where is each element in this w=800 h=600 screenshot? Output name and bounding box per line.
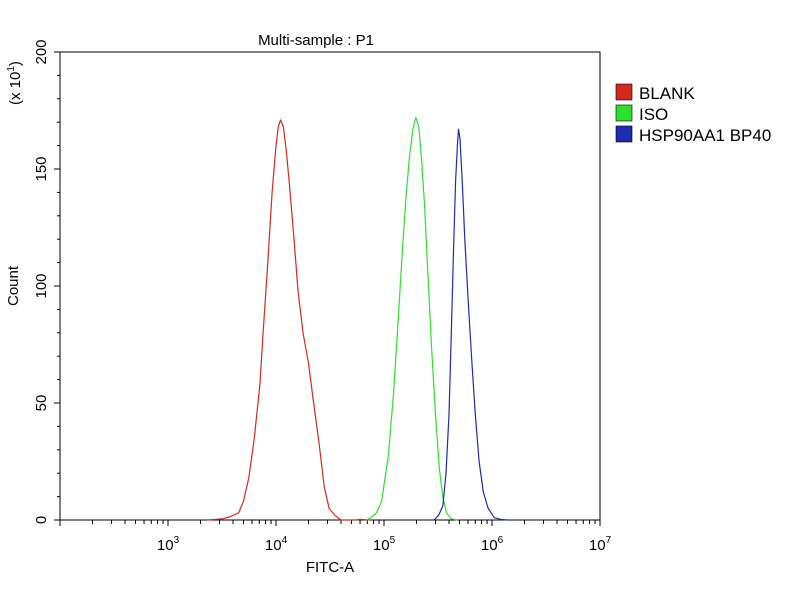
x-tick-base: 10 — [481, 537, 498, 554]
legend-swatch — [615, 104, 633, 122]
y-tick-label: 100 — [33, 273, 50, 298]
x-tick-base: 10 — [265, 537, 282, 554]
x-tick-base: 10 — [157, 537, 174, 554]
plot-area — [59, 51, 601, 521]
legend-swatch — [615, 125, 633, 143]
x-tick-label: 107 — [589, 535, 612, 554]
x-tick-exponent: 4 — [282, 535, 288, 546]
x-tick-exponent: 5 — [390, 535, 396, 546]
x-tick-base: 10 — [373, 537, 390, 554]
x-tick-label: 104 — [265, 535, 288, 554]
y-axis-ticks: 0 50 100 150 200 — [33, 39, 60, 524]
legend-label: HSP90AA1 BP40 — [639, 126, 771, 145]
series-layer — [207, 116, 508, 521]
legend-swatch — [615, 83, 633, 101]
y-tick-label: 200 — [33, 39, 50, 64]
x-tick-exponent: 6 — [498, 535, 504, 546]
series-line-2 — [365, 116, 458, 521]
y-tick-label: 0 — [33, 516, 50, 524]
y-tick-label: 50 — [33, 395, 50, 412]
y-axis-multiplier: (x 101) — [6, 61, 24, 105]
chart-title: Multi-sample : P1 — [258, 32, 374, 49]
y-multiplier-text: (x 10 — [7, 72, 24, 105]
x-tick-label: 106 — [481, 535, 504, 554]
x-tick-exponent: 3 — [174, 535, 180, 546]
legend: BLANK ISO HSP90AA1 BP40 — [615, 83, 771, 145]
series-line-3 — [433, 128, 508, 521]
x-tick-exponent: 7 — [606, 535, 612, 546]
y-multiplier-exponent: 1 — [6, 66, 17, 72]
legend-label: BLANK — [639, 84, 695, 103]
x-axis-ticks: 103 104 105 106 107 — [59, 520, 612, 554]
y-multiplier-close: ) — [7, 61, 24, 66]
legend-label: ISO — [639, 105, 668, 124]
series-line-1 — [207, 119, 371, 521]
x-axis-label: FITC-A — [306, 559, 354, 576]
x-tick-label: 105 — [373, 535, 396, 554]
y-tick-label: 150 — [33, 156, 50, 181]
y-axis-label: Count — [5, 265, 22, 306]
x-tick-base: 10 — [589, 537, 606, 554]
x-tick-label: 103 — [157, 535, 180, 554]
